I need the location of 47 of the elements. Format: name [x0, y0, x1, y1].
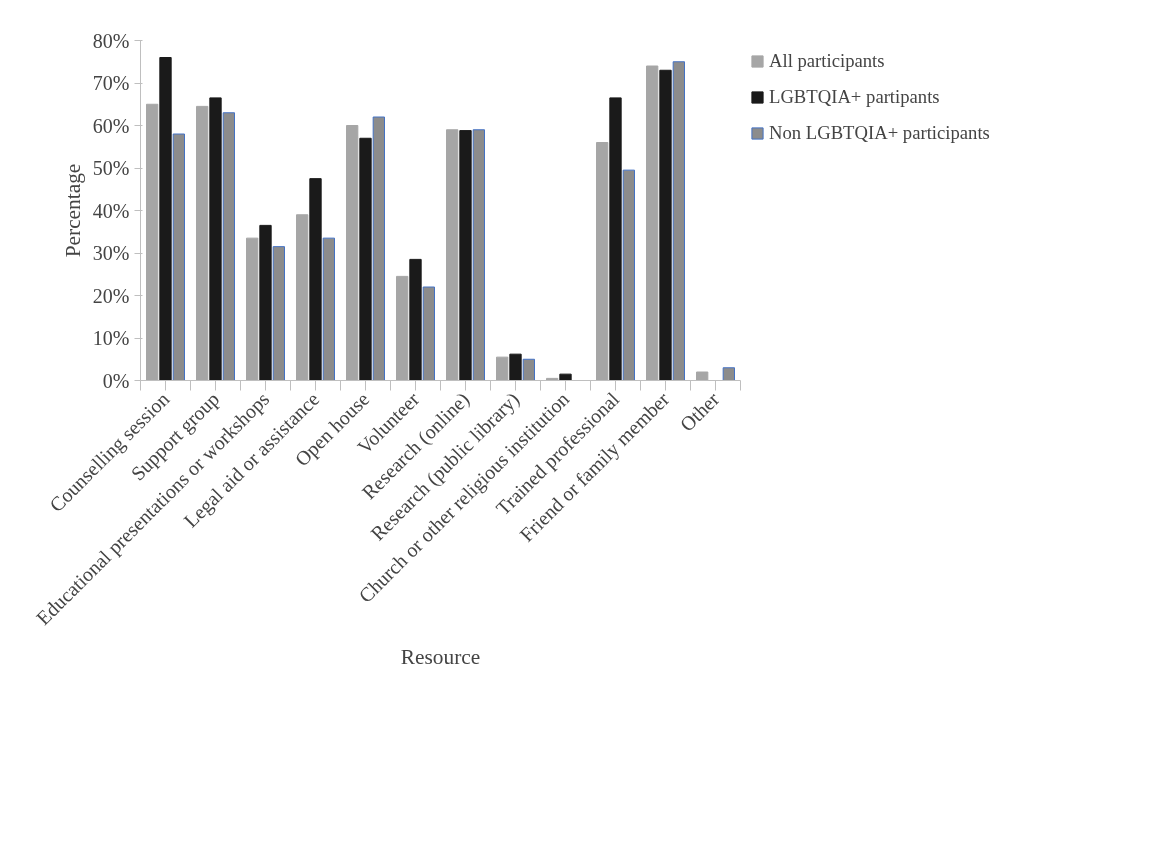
bar — [159, 57, 172, 381]
y-tick-label: 50% — [92, 157, 130, 179]
bar — [372, 116, 385, 381]
bar — [272, 246, 285, 381]
y-tick-label: 40% — [92, 199, 130, 222]
bar — [559, 373, 572, 381]
bar — [472, 129, 485, 381]
bar — [309, 178, 322, 381]
bar — [646, 65, 659, 381]
bar — [259, 224, 272, 381]
bar — [246, 237, 259, 381]
bar — [672, 61, 685, 381]
bar — [722, 367, 735, 381]
bar — [459, 130, 472, 381]
y-axis-title: Percentage — [60, 163, 85, 258]
bar — [146, 103, 159, 381]
bar — [596, 142, 609, 381]
y-tick-label: 20% — [92, 284, 130, 307]
y-tick-label: 10% — [92, 327, 130, 349]
bar — [446, 129, 459, 381]
bar — [222, 112, 235, 381]
x-axis-title: Resource — [400, 644, 481, 669]
y-tick-label: 80% — [92, 29, 130, 52]
bar — [296, 214, 309, 381]
bar — [522, 358, 535, 381]
bar — [359, 137, 372, 381]
bar — [209, 97, 222, 381]
bar — [396, 275, 409, 381]
legend-label: All participants — [769, 50, 885, 72]
legend-label: LGBTQIA+ partipants — [769, 86, 940, 108]
bar — [322, 237, 335, 381]
bar — [172, 133, 185, 381]
y-tick-label: 60% — [92, 114, 130, 137]
bar — [346, 125, 359, 381]
bar — [622, 169, 635, 381]
y-tick-label: 30% — [92, 242, 130, 264]
bar — [696, 371, 709, 381]
bar — [496, 356, 509, 381]
bar — [409, 258, 422, 381]
bar — [509, 353, 522, 381]
bar — [609, 97, 622, 381]
y-tick-label: 0% — [102, 369, 130, 392]
bar — [422, 286, 435, 381]
bar — [196, 105, 209, 381]
legend-label: Non LGBTQIA+ participants — [769, 122, 990, 144]
y-tick-label: 70% — [92, 72, 130, 94]
bar — [659, 69, 672, 381]
